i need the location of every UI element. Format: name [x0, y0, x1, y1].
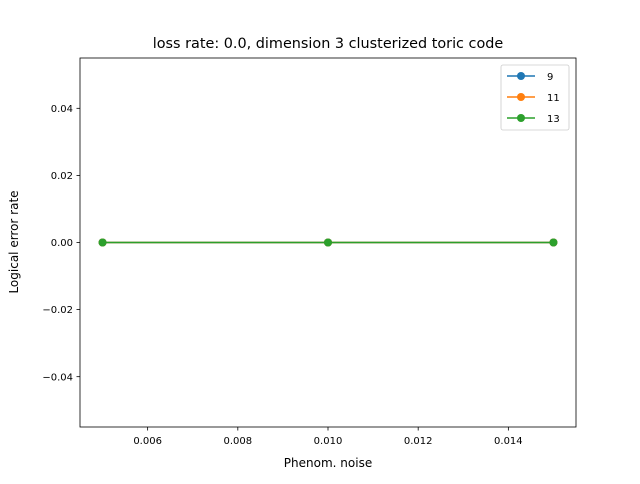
plot-area-frame	[79, 57, 577, 428]
x-tick-label: 0.006	[133, 436, 162, 447]
legend-item: 9	[507, 72, 553, 83]
x-tick-label: 0.008	[223, 436, 252, 447]
data-point	[549, 238, 558, 247]
series-13	[98, 238, 558, 247]
legend-label: 13	[547, 114, 560, 125]
y-tick-label: 0.02	[51, 171, 73, 182]
y-tick-label: 0.00	[51, 238, 73, 249]
chart-title: loss rate: 0.0, dimension 3 clusterized …	[153, 36, 504, 52]
legend-swatch-marker	[517, 93, 525, 101]
legend-swatch-marker	[517, 72, 525, 80]
x-tick-label: 0.014	[494, 436, 523, 447]
y-axis-label: Logical error rate	[7, 190, 21, 293]
y-tick-label: −0.04	[42, 372, 73, 383]
legend-label: 9	[547, 72, 553, 83]
legend-swatch-marker	[517, 114, 525, 122]
x-axis-label: Phenom. noise	[284, 456, 372, 470]
data-point	[324, 238, 332, 247]
legend-item: 13	[507, 114, 560, 125]
y-tick-label: 0.04	[51, 104, 73, 115]
y-tick-label: −0.02	[42, 305, 73, 316]
data-point	[98, 238, 107, 247]
legend-item: 11	[507, 93, 560, 104]
legend-label: 11	[547, 93, 560, 104]
x-tick-label: 0.012	[404, 436, 433, 447]
x-tick-label: 0.010	[314, 436, 343, 447]
